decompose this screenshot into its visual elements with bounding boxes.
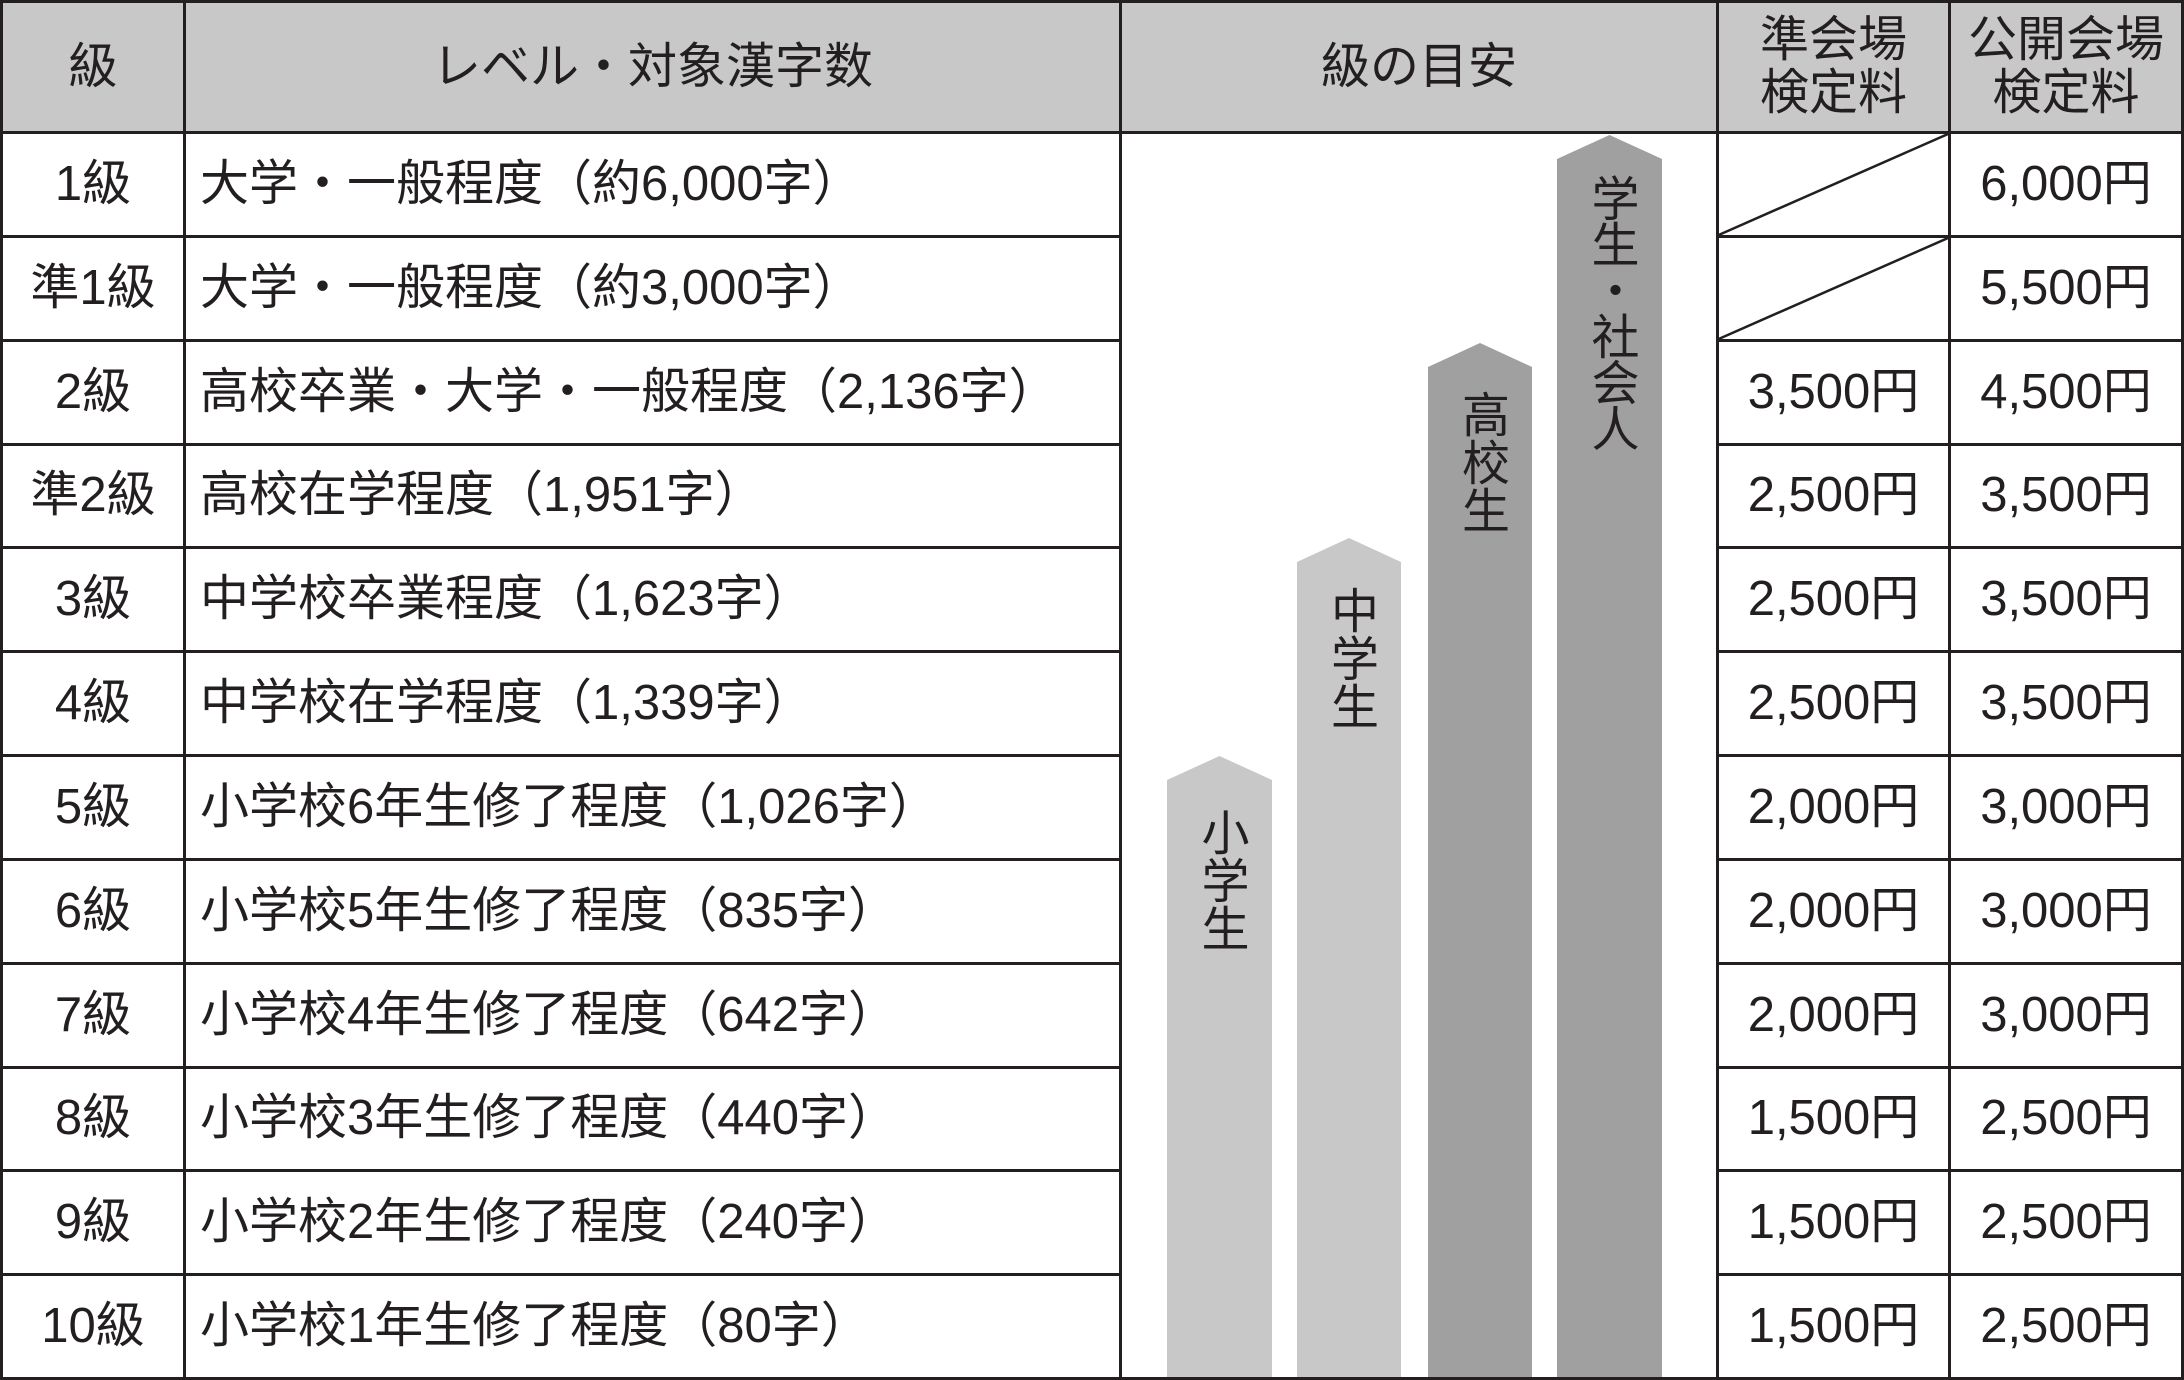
guide-bar-label: 学生・社会人	[1583, 174, 1637, 450]
grade-cell: 10級	[3, 1276, 183, 1377]
sub-venue-fee-cell: 1,500円	[1719, 1172, 1948, 1274]
grade-cell: 準1級	[3, 237, 183, 339]
header-guide: 級の目安	[1122, 3, 1716, 131]
header-grade: 級	[3, 3, 183, 131]
grade-cell: 1級	[3, 134, 183, 235]
public-venue-fee-cell: 4,500円	[1951, 341, 2181, 443]
header-sub-venue-fee-line2: 検定料	[1759, 66, 1907, 120]
public-venue-fee-cell: 6,000円	[1951, 134, 2181, 235]
header-public-venue-fee-line2: 検定料	[1992, 66, 2140, 120]
sub-venue-fee-cell: 1,500円	[1719, 1068, 1948, 1170]
guide-bar-elementary: 小学生	[1167, 756, 1272, 1377]
grade-cell: 2級	[3, 341, 183, 443]
public-venue-fee-cell: 2,500円	[1951, 1068, 2181, 1170]
level-cell: 高校卒業・大学・一般程度（2,136字）	[186, 341, 1119, 443]
level-cell: 高校在学程度（1,951字）	[186, 445, 1119, 547]
guide-bar-student-adult: 学生・社会人	[1557, 135, 1662, 1377]
sub-venue-fee-not-available	[1719, 237, 1948, 339]
sub-venue-fee-cell: 3,500円	[1719, 341, 1948, 443]
sub-venue-fee-not-available	[1719, 134, 1948, 235]
public-venue-fee-cell: 2,500円	[1951, 1276, 2181, 1377]
level-cell: 小学校6年生修了程度（1,026字）	[186, 757, 1119, 858]
guide-bar-label: 小学生	[1193, 808, 1247, 952]
grade-cell: 3級	[3, 549, 183, 651]
public-venue-fee-cell: 5,500円	[1951, 237, 2181, 339]
grade-cell: 4級	[3, 653, 183, 754]
guide-bar-high-school: 高校生	[1428, 343, 1532, 1377]
public-venue-fee-cell: 3,000円	[1951, 757, 2181, 858]
sub-venue-fee-cell: 1,500円	[1719, 1276, 1948, 1377]
public-venue-fee-cell: 3,000円	[1951, 860, 2181, 962]
level-cell: 小学校4年生修了程度（642字）	[186, 964, 1119, 1066]
grade-cell: 7級	[3, 964, 183, 1066]
public-venue-fee-cell: 2,500円	[1951, 1172, 2181, 1274]
header-public-venue-fee-line1: 公開会場	[1967, 13, 2164, 68]
grade-guide-diagram: 小学生 中学生 高校生 学生・社会人	[1122, 134, 1716, 1377]
level-cell: 大学・一般程度（約6,000字）	[186, 134, 1119, 235]
sub-venue-fee-cell: 2,000円	[1719, 964, 1948, 1066]
grade-cell: 9級	[3, 1172, 183, 1274]
public-venue-fee-cell: 3,500円	[1951, 549, 2181, 651]
level-cell: 小学校1年生修了程度（80字）	[186, 1276, 1119, 1377]
sub-venue-fee-cell: 2,000円	[1719, 860, 1948, 962]
level-cell: 中学校在学程度（1,339字）	[186, 653, 1119, 754]
grade-cell: 準2級	[3, 445, 183, 547]
guide-bar-label: 中学生	[1323, 586, 1376, 730]
level-cell: 小学校3年生修了程度（440字）	[186, 1068, 1119, 1170]
public-venue-fee-cell: 3,500円	[1951, 653, 2181, 754]
guide-bar-junior-high: 中学生	[1297, 538, 1401, 1377]
public-venue-fee-cell: 3,500円	[1951, 445, 2181, 547]
grade-cell: 6級	[3, 860, 183, 962]
public-venue-fee-cell: 3,000円	[1951, 964, 2181, 1066]
level-cell: 大学・一般程度（約3,000字）	[186, 237, 1119, 339]
grade-cell: 8級	[3, 1068, 183, 1170]
sub-venue-fee-cell: 2,500円	[1719, 653, 1948, 754]
header-sub-venue-fee-line1: 準会場	[1759, 13, 1907, 68]
level-cell: 小学校5年生修了程度（835字）	[186, 860, 1119, 962]
header-public-venue-fee: 公開会場 検定料	[1951, 3, 2181, 131]
header-sub-venue-fee: 準会場 検定料	[1719, 3, 1948, 131]
grade-cell: 5級	[3, 757, 183, 858]
diagonal-slash	[1719, 134, 1948, 235]
guide-bar-label: 高校生	[1454, 390, 1507, 534]
header-level: レベル・対象漢字数	[186, 3, 1119, 131]
level-cell: 小学校2年生修了程度（240字）	[186, 1172, 1119, 1274]
level-cell: 中学校卒業程度（1,623字）	[186, 549, 1119, 651]
sub-venue-fee-cell: 2,500円	[1719, 445, 1948, 547]
diagonal-slash	[1719, 238, 1948, 339]
sub-venue-fee-cell: 2,500円	[1719, 549, 1948, 651]
sub-venue-fee-cell: 2,000円	[1719, 757, 1948, 858]
